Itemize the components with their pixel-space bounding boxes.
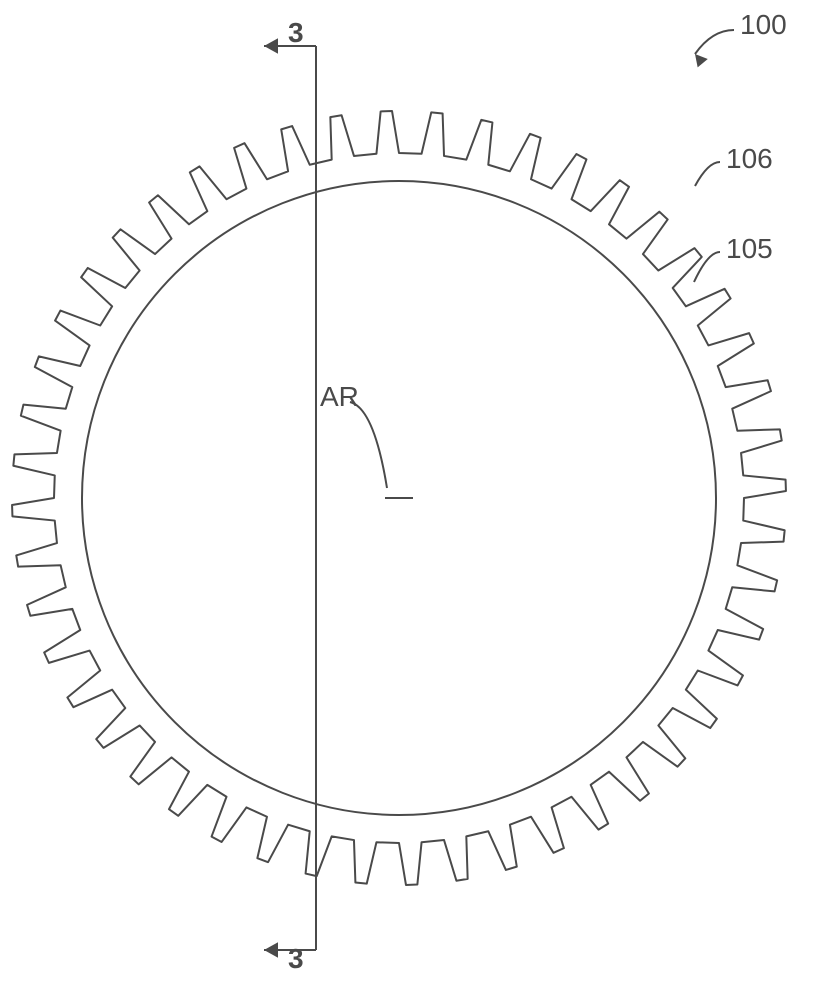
label-tooth-106: 106 [726,143,773,174]
patent-figure: 100 106 105 AR 3 3 [0,0,818,1000]
section-line-3-3 [264,38,316,957]
leader-105 [694,252,720,282]
label-section-top: 3 [288,17,304,48]
leader-106 [695,162,720,186]
label-assembly-100: 100 [740,9,787,40]
label-section-bottom: 3 [288,943,304,974]
leader-100 [695,30,734,54]
label-axis-AR: AR [320,381,359,412]
label-inner-105: 105 [726,233,773,264]
leader-AR [350,402,387,488]
